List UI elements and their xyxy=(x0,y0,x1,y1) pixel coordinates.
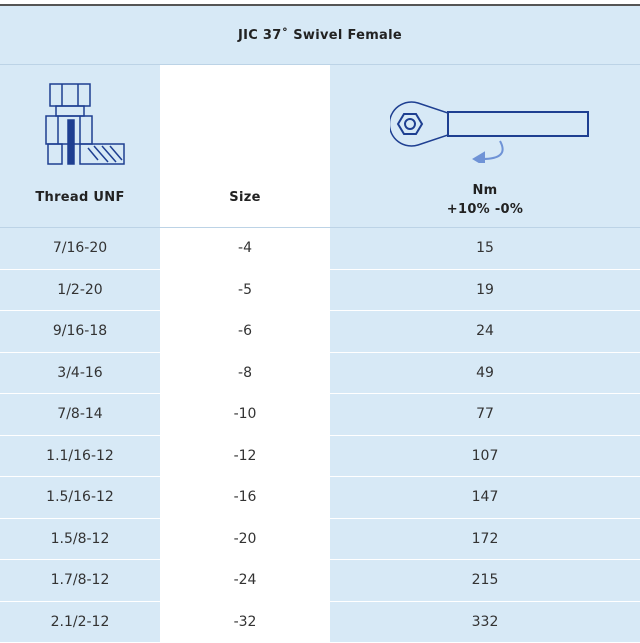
table-cell: 24 xyxy=(330,311,640,352)
table-cell: 147 xyxy=(330,477,640,518)
table-cell: -20 xyxy=(160,518,330,559)
table-cell: 2.1/2-12 xyxy=(0,601,160,642)
table-cell: 19 xyxy=(330,269,640,310)
row-separator xyxy=(0,434,640,436)
table-cell: 107 xyxy=(330,435,640,476)
row-separator xyxy=(0,268,640,270)
table-cell: -16 xyxy=(160,477,330,518)
table-cell: 332 xyxy=(330,601,640,642)
table-title: JIC 37˚ Swivel Female xyxy=(0,6,640,64)
size-header-cell: Size xyxy=(160,65,330,227)
table-cell: -6 xyxy=(160,311,330,352)
torque-header-cell: Nm +10% -0% xyxy=(330,65,640,227)
top-border xyxy=(0,4,640,6)
table-cell: 1.1/16-12 xyxy=(0,435,160,476)
column-subheader: +10% -0% xyxy=(446,202,524,217)
table-cell: 15 xyxy=(330,228,640,269)
column-header: Nm xyxy=(472,183,498,198)
table-cell: 1/2-20 xyxy=(0,269,160,310)
table-cell: -32 xyxy=(160,601,330,642)
table-cell: -24 xyxy=(160,560,330,601)
row-separator xyxy=(0,600,640,602)
table-cell: 1.7/8-12 xyxy=(0,560,160,601)
row-separator xyxy=(0,559,640,560)
row-separator xyxy=(0,476,640,477)
row-separator xyxy=(0,393,640,394)
table-cell: -4 xyxy=(160,228,330,269)
table-cell: 172 xyxy=(330,518,640,559)
table-cell: -12 xyxy=(160,435,330,476)
column-header: Size xyxy=(229,190,261,205)
table-cell: 3/4-16 xyxy=(0,352,160,393)
fitting-icon xyxy=(45,83,125,165)
table-cell: 49 xyxy=(330,352,640,393)
row-separator xyxy=(0,351,640,353)
table-cell: -8 xyxy=(160,352,330,393)
row-separator xyxy=(0,310,640,311)
table-cell: 1.5/16-12 xyxy=(0,477,160,518)
row-separator xyxy=(0,517,640,519)
table-cell: 1.5/8-12 xyxy=(0,518,160,559)
separator xyxy=(0,64,640,65)
table-cell: -10 xyxy=(160,394,330,435)
table-cell: 7/16-20 xyxy=(0,228,160,269)
table-cell: -5 xyxy=(160,269,330,310)
table-cell: 77 xyxy=(330,394,640,435)
separator xyxy=(0,227,640,228)
column-header: Thread UNF xyxy=(35,190,125,205)
table-cell: 9/16-18 xyxy=(0,311,160,352)
wrench-icon xyxy=(390,101,589,163)
table-cell: 7/8-14 xyxy=(0,394,160,435)
table-cell: 215 xyxy=(330,560,640,601)
thread-header-cell: Thread UNF xyxy=(0,65,160,227)
